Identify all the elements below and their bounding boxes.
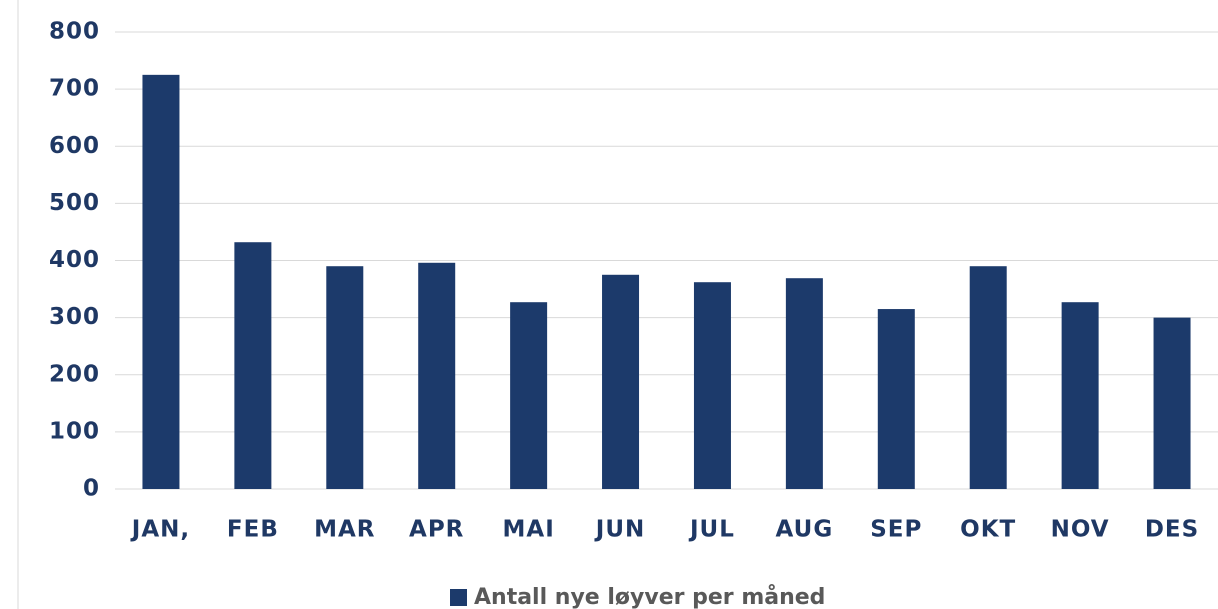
bar — [1153, 317, 1191, 489]
bar — [602, 274, 640, 489]
bar — [418, 262, 456, 489]
y-tick-label: 0 — [83, 476, 100, 502]
bar — [877, 309, 915, 489]
y-tick-label: 500 — [49, 190, 100, 216]
bar — [693, 282, 731, 489]
x-tick-label: AUG — [776, 517, 834, 543]
y-tick-label: 400 — [49, 247, 100, 273]
y-tick-label: 300 — [49, 304, 100, 330]
x-tick-label: FEB — [227, 517, 279, 543]
x-tick-label: NOV — [1051, 517, 1110, 543]
legend-swatch — [450, 589, 467, 606]
bar — [1061, 302, 1099, 489]
bar — [234, 242, 272, 489]
bar — [969, 266, 1007, 489]
x-tick-label: MAI — [503, 517, 555, 543]
legend-label: Antall nye løyver per måned — [474, 584, 825, 609]
y-tick-label: 700 — [49, 76, 100, 102]
bar — [510, 302, 548, 489]
bar — [326, 266, 364, 489]
x-tick-label: MAR — [314, 517, 375, 543]
x-tick-label: JAN, — [130, 517, 190, 543]
x-tick-label: OKT — [960, 517, 1016, 543]
bar — [785, 278, 823, 489]
x-tick-label: APR — [409, 517, 464, 543]
y-tick-label: 200 — [49, 361, 100, 387]
x-tick-label: JUL — [688, 517, 735, 543]
x-tick-label: SEP — [870, 517, 922, 543]
y-tick-label: 600 — [49, 133, 100, 159]
x-tick-label: DES — [1145, 517, 1199, 543]
y-tick-label: 800 — [49, 19, 100, 45]
x-tick-label: JUN — [594, 517, 645, 543]
y-tick-label: 100 — [49, 418, 100, 444]
bar — [142, 74, 180, 489]
